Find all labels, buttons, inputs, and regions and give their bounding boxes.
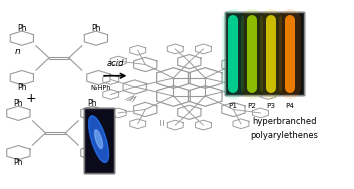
- Text: polyarylethenes: polyarylethenes: [251, 131, 319, 140]
- Text: +: +: [25, 92, 36, 105]
- Polygon shape: [95, 130, 103, 149]
- Text: Ph: Ph: [88, 159, 97, 167]
- Bar: [224, 12, 304, 94]
- Polygon shape: [88, 116, 108, 163]
- Text: acid: acid: [107, 59, 124, 68]
- Polygon shape: [88, 116, 108, 163]
- Text: P3: P3: [266, 103, 275, 109]
- Text: Ph: Ph: [13, 159, 23, 167]
- Bar: [84, 108, 114, 173]
- Text: hyperbranched: hyperbranched: [252, 117, 317, 126]
- Text: n: n: [15, 47, 20, 56]
- Text: Ph: Ph: [17, 83, 27, 92]
- Text: P2: P2: [247, 103, 257, 109]
- Text: Ph: Ph: [88, 99, 97, 108]
- Text: P1: P1: [229, 103, 238, 109]
- Bar: [84, 108, 114, 173]
- Text: Ph: Ph: [13, 99, 23, 108]
- Text: Ph: Ph: [17, 24, 27, 33]
- Text: P4: P4: [285, 103, 294, 109]
- Text: N₃HPh: N₃HPh: [90, 85, 111, 91]
- Text: Ph: Ph: [91, 24, 101, 33]
- Bar: [224, 12, 304, 94]
